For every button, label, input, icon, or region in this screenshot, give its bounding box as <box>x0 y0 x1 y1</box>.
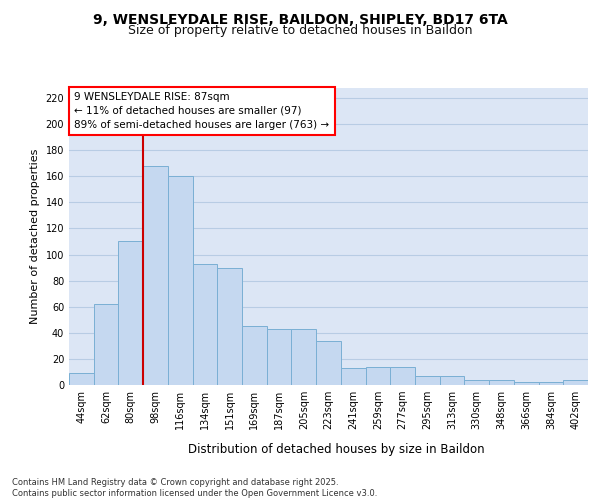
Text: 9, WENSLEYDALE RISE, BAILDON, SHIPLEY, BD17 6TA: 9, WENSLEYDALE RISE, BAILDON, SHIPLEY, B… <box>92 12 508 26</box>
Bar <box>390 366 415 385</box>
Bar <box>539 382 563 385</box>
Text: Size of property relative to detached houses in Baildon: Size of property relative to detached ho… <box>128 24 472 37</box>
Bar <box>563 380 588 385</box>
Bar <box>168 176 193 385</box>
Bar <box>143 166 168 385</box>
Bar <box>365 366 390 385</box>
Bar <box>292 329 316 385</box>
Text: Contains HM Land Registry data © Crown copyright and database right 2025.
Contai: Contains HM Land Registry data © Crown c… <box>12 478 377 498</box>
Bar <box>217 268 242 385</box>
Bar <box>415 376 440 385</box>
Bar <box>94 304 118 385</box>
Bar <box>316 340 341 385</box>
Bar <box>193 264 217 385</box>
Bar <box>118 242 143 385</box>
Bar <box>242 326 267 385</box>
Bar <box>464 380 489 385</box>
Text: Distribution of detached houses by size in Baildon: Distribution of detached houses by size … <box>188 442 484 456</box>
Y-axis label: Number of detached properties: Number of detached properties <box>30 148 40 324</box>
Bar <box>514 382 539 385</box>
Bar <box>267 329 292 385</box>
Bar <box>69 374 94 385</box>
Bar <box>341 368 365 385</box>
Bar <box>440 376 464 385</box>
Text: 9 WENSLEYDALE RISE: 87sqm
← 11% of detached houses are smaller (97)
89% of semi-: 9 WENSLEYDALE RISE: 87sqm ← 11% of detac… <box>74 92 329 130</box>
Bar <box>489 380 514 385</box>
